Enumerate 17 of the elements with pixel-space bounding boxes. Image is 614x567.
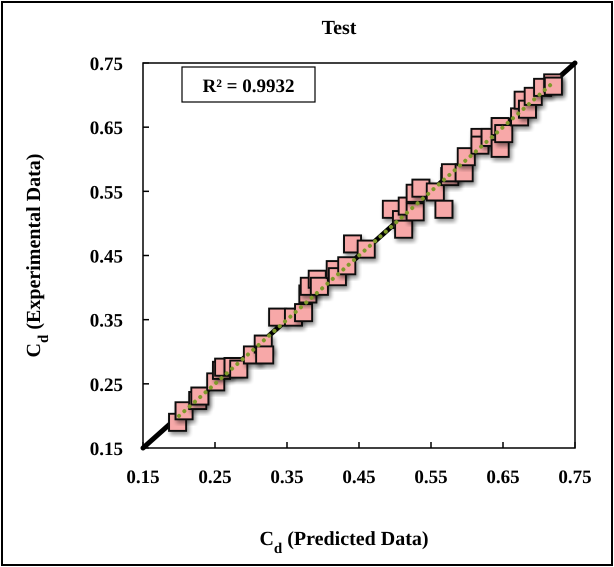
chart-title: Test xyxy=(322,17,357,39)
y-tick-label: 0.55 xyxy=(90,182,123,204)
y-tick-label: 0.65 xyxy=(90,118,123,140)
y-tick-label: 0.35 xyxy=(90,310,123,332)
x-tick-label: 0.55 xyxy=(414,467,448,488)
y-tick-label: 0.25 xyxy=(90,374,123,396)
x-tick-label: 0.65 xyxy=(486,467,520,488)
x-tick-label: 0.75 xyxy=(558,467,592,488)
y-tick-label: 0.75 xyxy=(90,54,123,75)
x-tick-label: 0.25 xyxy=(198,467,232,488)
annotation: R² = 0.9932 xyxy=(202,76,294,97)
x-tick-label: 0.15 xyxy=(126,467,160,488)
y-tick-label: 0.45 xyxy=(90,246,123,268)
x-tick-label: 0.35 xyxy=(270,467,304,488)
x-tick-label: 0.45 xyxy=(342,467,376,488)
y-tick-label: 0.15 xyxy=(90,439,123,460)
x-axis-title: C$_{d}$ (Predicted Data) xyxy=(259,528,429,557)
